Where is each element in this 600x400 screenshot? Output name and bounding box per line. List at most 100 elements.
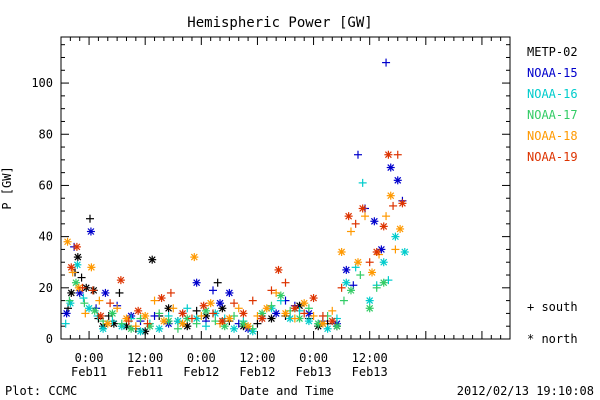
- y-axis-label: P [GW]: [0, 166, 14, 209]
- data-point-south: [80, 299, 89, 308]
- marker-stroke: [225, 289, 233, 297]
- y-tick-label: 0: [46, 332, 53, 346]
- data-point-south: [318, 311, 327, 320]
- x-axis: 0:00Feb1112:00Feb110:00Feb1212:00Feb120:…: [60, 37, 511, 379]
- marker-stroke: [87, 263, 95, 271]
- data-point-south: [389, 201, 398, 210]
- data-point-north: [72, 242, 81, 251]
- marker-stroke: [347, 286, 355, 294]
- marker-stroke: [239, 309, 247, 317]
- data-point-north: [365, 296, 374, 305]
- data-point-north: [274, 265, 283, 274]
- data-point-north: [141, 311, 150, 320]
- data-point-south: [131, 322, 140, 331]
- data-point-north: [225, 314, 234, 323]
- data-point-north: [300, 299, 309, 308]
- x-tick-label: 0:00: [187, 351, 216, 365]
- data-point-north: [358, 204, 367, 213]
- data-point-north: [62, 309, 71, 318]
- marker-stroke: [230, 325, 238, 333]
- marker-stroke: [91, 307, 99, 315]
- marker-stroke: [221, 322, 229, 330]
- marker-stroke: [158, 294, 165, 302]
- marker-stroke: [104, 320, 112, 328]
- marker-stroke: [319, 320, 327, 328]
- x-tick-label: 12:00: [239, 351, 275, 365]
- data-point-south: [106, 299, 115, 308]
- marker-stroke: [87, 228, 95, 235]
- marker-stroke: [305, 309, 313, 317]
- data-point-north: [386, 163, 395, 172]
- marker-stroke: [391, 233, 399, 241]
- data-point-north: [71, 278, 80, 287]
- marker-stroke: [155, 325, 163, 333]
- data-point-south: [79, 294, 88, 303]
- data-point-north: [116, 276, 125, 285]
- x-tick-label: 0:00: [299, 351, 328, 365]
- data-point-south: [253, 319, 262, 328]
- data-point-north: [372, 247, 381, 256]
- data-point-south: [281, 278, 290, 287]
- data-point-north: [108, 309, 117, 318]
- data-point-north: [384, 150, 393, 159]
- x-tick-label: Feb12: [239, 365, 275, 379]
- data-point-south: [328, 306, 337, 315]
- data-point-north: [90, 306, 99, 315]
- marker-stroke: [368, 269, 376, 276]
- data-point-south: [201, 322, 210, 331]
- marker-stroke: [333, 322, 341, 330]
- data-point-north: [206, 299, 215, 308]
- marker-stroke: [67, 263, 75, 271]
- data-point-north: [157, 294, 166, 303]
- data-point-north: [134, 306, 143, 315]
- marker-stroke: [263, 304, 271, 312]
- data-point-south: [213, 278, 222, 287]
- data-point-north: [230, 324, 239, 333]
- data-point-south: [339, 296, 348, 305]
- marker-stroke: [396, 225, 404, 233]
- data-point-north: [199, 301, 208, 310]
- marker-stroke: [282, 309, 289, 317]
- data-point-north: [87, 263, 96, 272]
- x-tick-label: Feb13: [296, 365, 332, 379]
- data-point-north: [239, 309, 248, 318]
- data-point-south: [115, 288, 124, 297]
- marker-stroke: [310, 294, 317, 302]
- data-point-south: [234, 304, 243, 313]
- data-point-south: [272, 288, 281, 297]
- data-point-north: [103, 319, 112, 328]
- data-point-north: [379, 258, 388, 267]
- marker-stroke: [394, 176, 402, 184]
- data-point-south: [192, 306, 201, 315]
- data-point-north: [67, 263, 76, 272]
- footer-plot-credit: Plot: CCMC: [5, 384, 77, 398]
- data-point-south: [300, 309, 309, 318]
- data-point-north: [365, 304, 374, 313]
- y-axis: 0 20 40 60 80 100: [31, 44, 510, 346]
- data-point-north: [337, 247, 346, 256]
- data-point-north: [304, 317, 313, 326]
- data-point-south: [166, 288, 175, 297]
- marker-stroke: [342, 266, 350, 274]
- marker-stroke: [380, 222, 388, 230]
- data-point-north: [342, 278, 351, 287]
- marker-stroke: [207, 299, 215, 307]
- data-point-south: [209, 286, 218, 295]
- x-tick-label: Feb11: [71, 365, 107, 379]
- marker-stroke: [275, 266, 282, 274]
- data-point-north: [262, 304, 271, 313]
- data-point-north: [400, 247, 409, 256]
- data-point-south: [150, 311, 159, 320]
- marker-stroke: [239, 320, 247, 328]
- x-tick-label: 12:00: [127, 351, 163, 365]
- marker-stroke: [174, 317, 182, 325]
- marker-stroke: [338, 248, 346, 256]
- marker-stroke: [277, 292, 285, 299]
- data-point-north: [244, 322, 253, 331]
- marker-stroke: [193, 279, 201, 287]
- marker-stroke: [179, 320, 187, 328]
- data-point-north: [281, 309, 290, 318]
- data-point-north: [353, 258, 362, 267]
- data-point-south: [372, 283, 381, 292]
- marker-stroke: [165, 304, 172, 312]
